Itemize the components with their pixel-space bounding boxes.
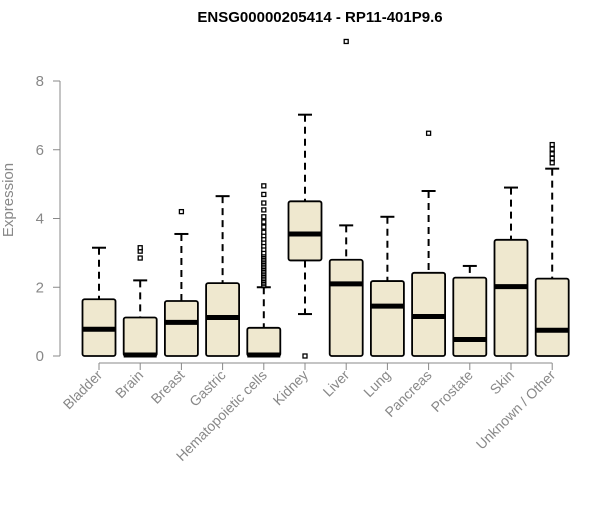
box-bladder	[81, 246, 117, 357]
box-kidney	[287, 113, 323, 359]
box-body	[246, 326, 282, 357]
y-tick-label: 8	[36, 73, 44, 90]
box-body	[163, 300, 199, 357]
box-body	[287, 200, 323, 262]
outlier-point	[261, 191, 267, 198]
y-axis: 0 2 4 6 8	[36, 73, 61, 365]
chart-title: ENSG00000205414 - RP11-401P9.6	[197, 9, 442, 26]
box-unknown-other	[534, 141, 570, 357]
outlier-point	[425, 130, 432, 136]
outlier-point	[137, 255, 143, 261]
y-tick-label: 6	[36, 142, 44, 159]
outlier-point	[261, 200, 267, 206]
outlier-point	[261, 219, 267, 225]
x-tick-label: Breast	[148, 367, 188, 407]
x-tick-label: Lung	[360, 367, 393, 400]
x-tick-label: Bladder	[60, 367, 106, 413]
box-hematopoietic-cells	[246, 183, 282, 358]
x-tick-label: Prostate	[428, 367, 476, 415]
outlier-point	[302, 353, 308, 359]
boxes-group	[81, 38, 570, 359]
box-body	[493, 238, 529, 357]
box-body	[452, 276, 488, 357]
x-tick-label: Kidney	[270, 367, 312, 409]
outlier-point	[549, 141, 555, 148]
box-body	[328, 258, 364, 357]
outlier-point	[549, 146, 555, 152]
box-gastric	[205, 195, 241, 357]
box-body	[369, 280, 405, 357]
box-lung	[369, 215, 405, 357]
outlier-point	[343, 38, 349, 45]
outlier-point	[549, 160, 555, 166]
y-tick-label: 2	[36, 279, 44, 296]
box-pancreas	[411, 130, 447, 357]
outlier-point	[549, 151, 555, 157]
x-tick-label: Liver	[320, 367, 353, 400]
outlier-point	[549, 155, 555, 161]
box-body	[534, 277, 570, 357]
y-tick-label: 0	[36, 348, 44, 365]
outlier-point	[137, 245, 143, 251]
box-skin	[493, 186, 529, 357]
box-breast	[163, 208, 199, 357]
outlier-point	[261, 229, 267, 235]
y-tick-label: 4	[36, 211, 44, 228]
y-axis-label: Expression	[0, 163, 17, 237]
x-tick-label: Skin	[487, 367, 518, 398]
box-body	[122, 316, 158, 357]
box-prostate	[452, 264, 488, 357]
outlier-point	[261, 214, 267, 220]
outlier-point	[178, 208, 185, 215]
box-liver	[328, 38, 364, 357]
outlier-point	[261, 207, 267, 213]
x-tick-label: Brain	[112, 367, 146, 401]
outlier-point	[261, 224, 267, 230]
outlier-point	[261, 183, 267, 189]
box-brain	[122, 245, 158, 358]
